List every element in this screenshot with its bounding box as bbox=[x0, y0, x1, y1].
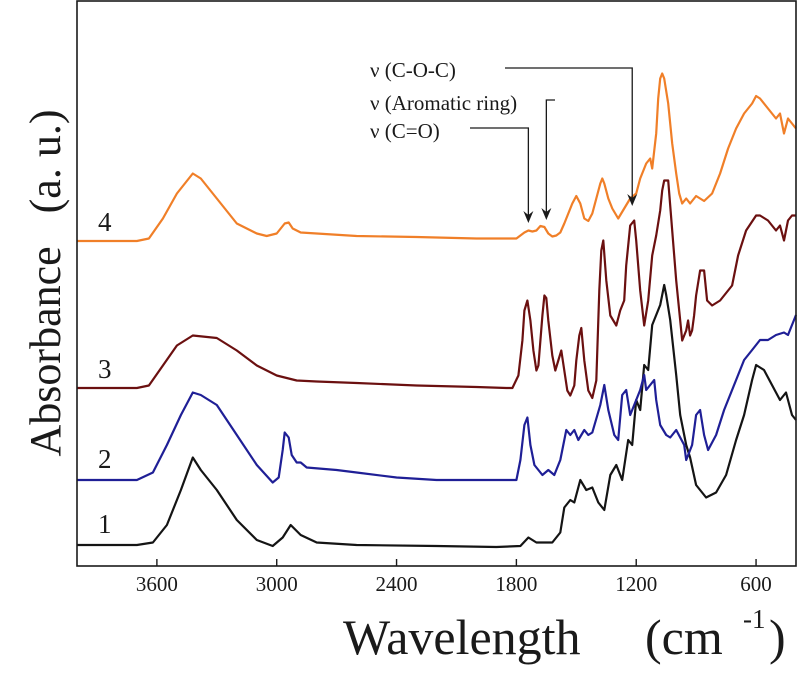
curve-label-1: 1 bbox=[98, 509, 112, 539]
leader-aromatic-ring bbox=[545, 99, 555, 212]
x-tick-label-3600: 3600 bbox=[136, 572, 178, 596]
series-line-1 bbox=[77, 283, 797, 549]
annotation-c-o: ν (C=O) bbox=[370, 119, 440, 143]
x-tick-label-1800: 1800 bbox=[495, 572, 537, 596]
leader-c-o-c bbox=[505, 67, 633, 198]
x-axis-title-unit-close: ) bbox=[769, 609, 786, 665]
x-tick-label-3000: 3000 bbox=[256, 572, 298, 596]
annotations: ν (C-O-C) ν (Aromatic ring) ν (C=O) bbox=[370, 58, 638, 223]
series-layer bbox=[77, 72, 798, 549]
curve-label-2: 2 bbox=[98, 444, 112, 474]
series-line-3 bbox=[77, 179, 796, 400]
x-axis-title-unit-sup: -1 bbox=[743, 604, 766, 634]
x-axis-title: Wavelength (cm -1 ) bbox=[343, 604, 786, 665]
leader-c-o-arrowhead bbox=[523, 211, 534, 223]
leader-aromatic-ring-arrowhead bbox=[541, 208, 552, 220]
curve-labels: 1 2 3 4 bbox=[98, 207, 112, 539]
curve-label-3: 3 bbox=[98, 354, 112, 384]
leader-c-o bbox=[470, 127, 530, 215]
x-axis-title-unit: (cm bbox=[645, 609, 723, 665]
x-tick-label-600: 600 bbox=[740, 572, 772, 596]
leader-c-o-c-arrowhead bbox=[627, 194, 638, 206]
annotation-c-o-c: ν (C-O-C) bbox=[370, 58, 456, 82]
plot-frame bbox=[76, 0, 797, 567]
y-axis-title: Absorbance (a. u.) bbox=[21, 110, 70, 457]
x-axis-ticks: 3600 3000 2400 1800 1200 600 bbox=[136, 559, 772, 596]
x-tick-label-1200: 1200 bbox=[615, 572, 657, 596]
curve-label-4: 4 bbox=[98, 207, 112, 237]
x-axis-title-main: Wavelength bbox=[343, 609, 581, 665]
series-line-2 bbox=[77, 314, 798, 484]
series-line-4 bbox=[77, 72, 797, 243]
x-tick-label-2400: 2400 bbox=[376, 572, 418, 596]
annotation-aromatic-ring: ν (Aromatic ring) bbox=[370, 91, 517, 115]
